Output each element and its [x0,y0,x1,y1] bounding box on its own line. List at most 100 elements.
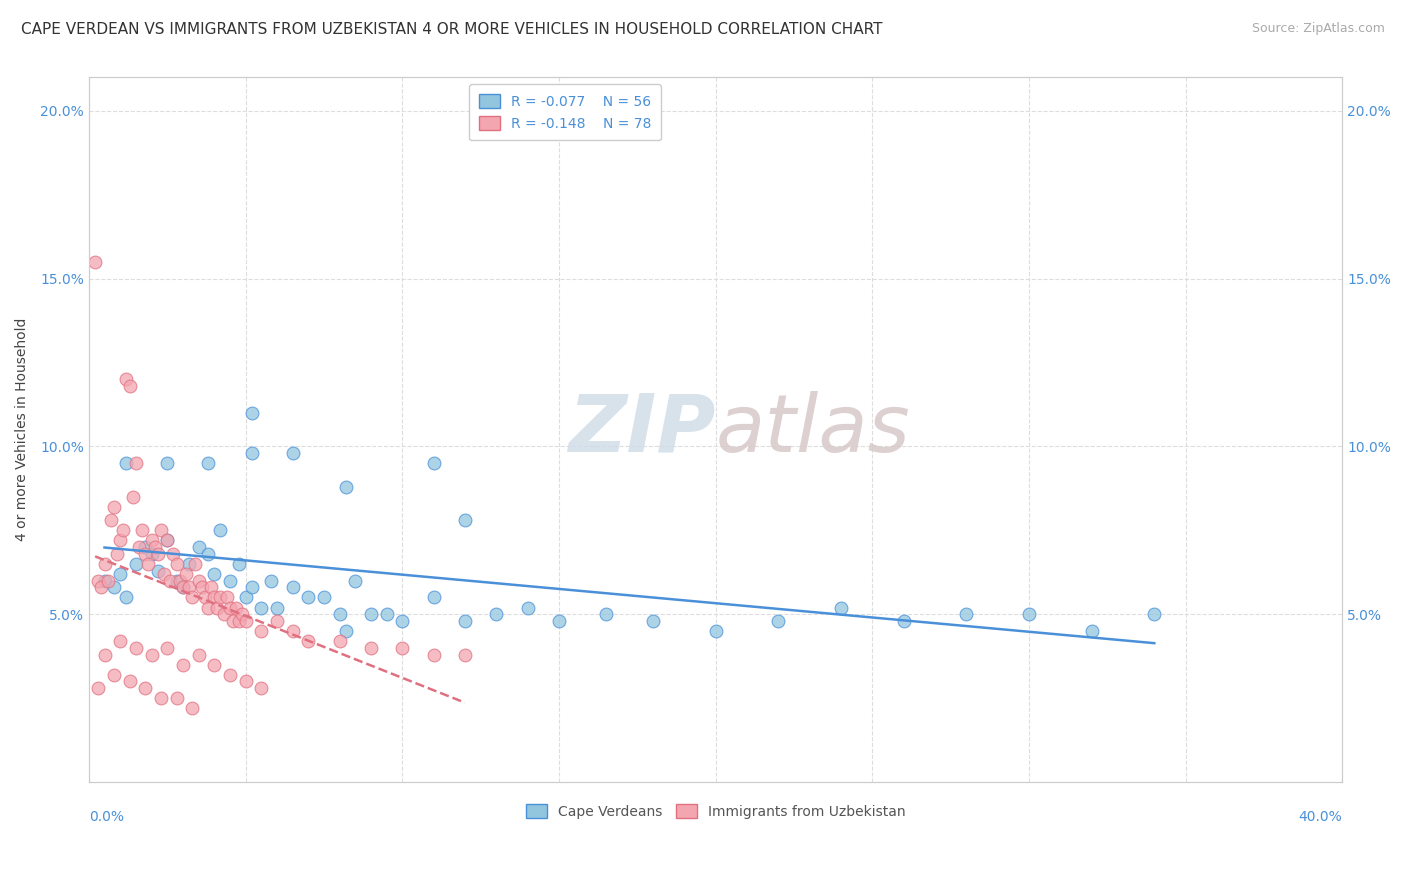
Text: 0.0%: 0.0% [89,810,124,824]
Point [103,667,125,681]
Point [391,640,413,655]
Point [138,557,160,571]
Point [266,600,288,615]
Point [156,456,179,470]
Point [115,456,138,470]
Point [641,614,664,628]
Point [240,446,263,460]
Point [312,591,335,605]
Point [93,648,115,662]
Text: CAPE VERDEAN VS IMMIGRANTS FROM UZBEKISTAN 4 OR MORE VEHICLES IN HOUSEHOLD CORRE: CAPE VERDEAN VS IMMIGRANTS FROM UZBEKIST… [21,22,883,37]
Point [172,581,194,595]
Point [141,547,163,561]
Point [209,591,232,605]
Point [103,581,125,595]
Point [134,547,156,561]
Point [259,574,281,588]
Point [149,691,172,706]
Point [172,657,194,672]
Point [250,600,273,615]
Point [218,667,240,681]
Point [360,640,382,655]
Point [105,547,128,561]
Point [115,591,138,605]
Point [200,581,222,595]
Point [131,524,153,538]
Point [169,574,191,588]
Point [344,574,367,588]
Point [454,648,477,662]
Point [454,614,477,628]
Point [240,581,263,595]
Point [704,624,727,638]
Point [90,581,112,595]
Point [547,614,569,628]
Legend: Cape Verdeans, Immigrants from Uzbekistan: Cape Verdeans, Immigrants from Uzbekista… [520,798,911,824]
Point [235,674,257,689]
Point [118,379,141,393]
Point [172,581,194,595]
Point [141,533,163,548]
Point [281,581,304,595]
Point [516,600,538,615]
Point [194,591,217,605]
Point [108,634,131,648]
Point [108,533,131,548]
Point [595,607,617,622]
Point [228,614,250,628]
Point [115,372,138,386]
Point [281,446,304,460]
Point [93,557,115,571]
Point [146,547,169,561]
Point [197,600,219,615]
Point [166,574,188,588]
Point [231,607,253,622]
Point [328,607,350,622]
Point [893,614,915,628]
Point [179,557,201,571]
Point [422,591,444,605]
Point [375,607,398,622]
Point [103,500,125,514]
Y-axis label: 4 or more Vehicles in Household: 4 or more Vehicles in Household [15,318,30,541]
Point [422,456,444,470]
Point [121,490,143,504]
Point [955,607,977,622]
Point [118,674,141,689]
Point [218,600,240,615]
Point [187,540,209,554]
Point [156,533,179,548]
Point [485,607,508,622]
Point [134,681,156,695]
Point [202,591,225,605]
Point [207,600,229,615]
Point [97,574,120,588]
Point [281,624,304,638]
Point [297,591,319,605]
Point [187,574,209,588]
Point [93,574,115,588]
Point [328,634,350,648]
Text: atlas: atlas [716,391,910,468]
Point [1143,607,1166,622]
Point [87,681,110,695]
Point [240,406,263,420]
Point [1018,607,1040,622]
Point [215,591,238,605]
Point [141,648,163,662]
Point [225,600,247,615]
Point [159,574,181,588]
Point [222,614,245,628]
Point [422,648,444,662]
Point [108,566,131,581]
Point [235,591,257,605]
Point [156,533,179,548]
Point [197,456,219,470]
Point [250,624,273,638]
Point [190,581,212,595]
Point [112,524,135,538]
Point [228,557,250,571]
Text: ZIP: ZIP [568,391,716,468]
Point [181,701,204,715]
Point [174,566,197,581]
